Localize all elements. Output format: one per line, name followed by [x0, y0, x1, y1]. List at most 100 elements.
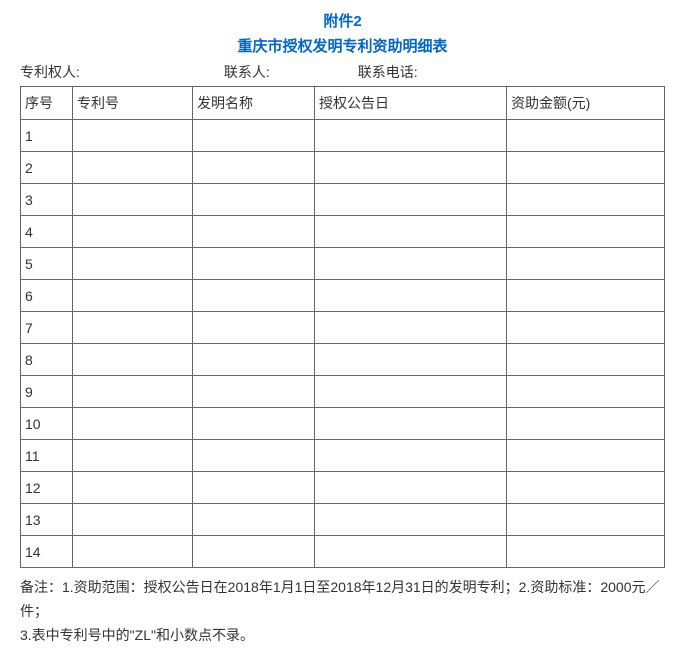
table-cell: 5	[21, 248, 73, 280]
table-cell: 4	[21, 216, 73, 248]
table-cell: 1	[21, 120, 73, 152]
table-cell	[315, 376, 507, 408]
table-cell	[315, 504, 507, 536]
table-cell: 12	[21, 472, 73, 504]
table-cell	[507, 120, 665, 152]
table-cell	[315, 216, 507, 248]
table-cell	[315, 248, 507, 280]
table-cell	[193, 472, 315, 504]
table-cell	[315, 440, 507, 472]
table-cell	[507, 184, 665, 216]
phone-label: 联系电话:	[358, 62, 418, 82]
table-cell	[507, 536, 665, 568]
table-cell	[73, 120, 193, 152]
table-cell	[315, 408, 507, 440]
patentee-label: 专利权人:	[20, 62, 220, 82]
notes-section: 备注：1.资助范围：授权公告日在2018年1月1日至2018年12月31日的发明…	[20, 576, 665, 647]
table-cell	[315, 344, 507, 376]
table-cell: 9	[21, 376, 73, 408]
table-cell	[73, 312, 193, 344]
table-header-cell: 资助金额(元)	[507, 87, 665, 120]
table-cell: 8	[21, 344, 73, 376]
table-cell	[507, 312, 665, 344]
table-cell	[315, 280, 507, 312]
table-cell	[193, 280, 315, 312]
table-cell	[507, 280, 665, 312]
table-cell: 7	[21, 312, 73, 344]
table-row: 3	[21, 184, 665, 216]
table-cell: 13	[21, 504, 73, 536]
table-cell	[193, 504, 315, 536]
attachment-label: 附件2	[20, 10, 665, 31]
table-cell	[507, 216, 665, 248]
table-row: 13	[21, 504, 665, 536]
table-row: 6	[21, 280, 665, 312]
table-cell	[193, 536, 315, 568]
table-cell: 10	[21, 408, 73, 440]
table-cell	[73, 344, 193, 376]
table-cell	[507, 408, 665, 440]
table-cell	[507, 440, 665, 472]
table-cell	[507, 344, 665, 376]
table-cell	[315, 152, 507, 184]
table-cell: 2	[21, 152, 73, 184]
table-cell	[193, 216, 315, 248]
table-cell	[193, 152, 315, 184]
table-row: 4	[21, 216, 665, 248]
patent-table: 序号专利号发明名称授权公告日资助金额(元) 123456789101112131…	[20, 86, 665, 568]
table-cell	[315, 472, 507, 504]
table-cell	[193, 248, 315, 280]
table-cell	[507, 152, 665, 184]
table-cell	[193, 376, 315, 408]
table-cell	[193, 120, 315, 152]
table-row: 8	[21, 344, 665, 376]
table-cell	[315, 120, 507, 152]
table-row: 14	[21, 536, 665, 568]
table-row: 2	[21, 152, 665, 184]
notes-line: 备注：1.资助范围：授权公告日在2018年1月1日至2018年12月31日的发明…	[20, 576, 665, 624]
table-header-cell: 专利号	[73, 87, 193, 120]
notes-line: 3.表中专利号中的"ZL"和小数点不录。	[20, 624, 665, 648]
table-cell	[193, 440, 315, 472]
table-cell	[507, 472, 665, 504]
table-cell: 14	[21, 536, 73, 568]
table-cell	[193, 312, 315, 344]
table-cell	[73, 440, 193, 472]
table-cell	[73, 376, 193, 408]
table-cell: 6	[21, 280, 73, 312]
table-row: 1	[21, 120, 665, 152]
table-cell	[193, 344, 315, 376]
table-cell	[507, 504, 665, 536]
table-cell: 3	[21, 184, 73, 216]
table-cell	[73, 184, 193, 216]
table-cell: 11	[21, 440, 73, 472]
table-row: 10	[21, 408, 665, 440]
table-row: 5	[21, 248, 665, 280]
table-cell	[193, 184, 315, 216]
table-cell	[73, 152, 193, 184]
table-row: 7	[21, 312, 665, 344]
table-header-cell: 发明名称	[193, 87, 315, 120]
table-cell	[73, 408, 193, 440]
info-row: 专利权人: 联系人: 联系电话:	[20, 62, 665, 82]
table-cell	[315, 184, 507, 216]
table-row: 12	[21, 472, 665, 504]
table-cell	[507, 248, 665, 280]
table-cell	[507, 376, 665, 408]
table-header-cell: 序号	[21, 87, 73, 120]
table-header-cell: 授权公告日	[315, 87, 507, 120]
table-cell	[315, 312, 507, 344]
table-cell	[73, 216, 193, 248]
table-row: 9	[21, 376, 665, 408]
table-cell	[73, 280, 193, 312]
document-title: 重庆市授权发明专利资助明细表	[20, 35, 665, 56]
contact-label: 联系人:	[224, 62, 354, 82]
table-cell	[315, 536, 507, 568]
table-cell	[73, 472, 193, 504]
table-cell	[73, 248, 193, 280]
table-cell	[193, 408, 315, 440]
table-cell	[73, 536, 193, 568]
table-header-row: 序号专利号发明名称授权公告日资助金额(元)	[21, 87, 665, 120]
table-cell	[73, 504, 193, 536]
table-row: 11	[21, 440, 665, 472]
